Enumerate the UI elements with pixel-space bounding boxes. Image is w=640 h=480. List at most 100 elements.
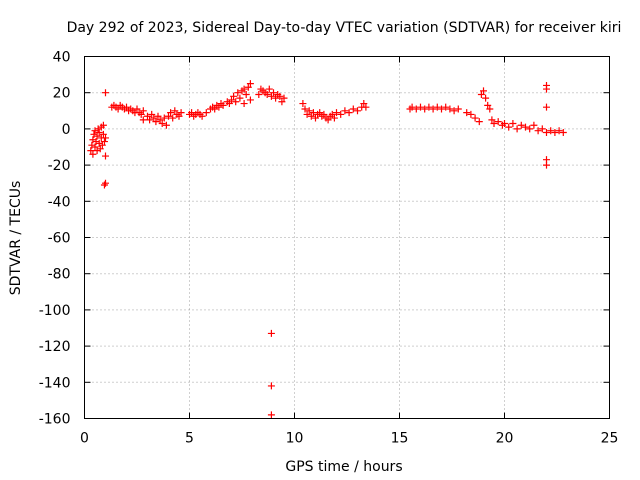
- data-point: [156, 116, 164, 124]
- data-point: [337, 110, 345, 118]
- data-point: [505, 123, 513, 131]
- data-point: [316, 109, 324, 117]
- data-point: [345, 109, 353, 117]
- y-tick-label: -40: [48, 194, 71, 210]
- data-point: [307, 112, 315, 120]
- data-point: [551, 129, 559, 137]
- data-point: [267, 382, 275, 390]
- data-point: [133, 105, 141, 113]
- data-point: [517, 121, 525, 129]
- data-point: [333, 109, 340, 117]
- data-point: [270, 89, 277, 97]
- data-point: [139, 116, 147, 124]
- data-point: [102, 179, 109, 187]
- data-point: [96, 145, 104, 153]
- data-point: [312, 114, 319, 122]
- data-point: [165, 112, 172, 120]
- data-point: [480, 87, 487, 95]
- data-point: [360, 100, 368, 108]
- data-point: [454, 105, 462, 113]
- data-point: [467, 110, 475, 118]
- data-point: [144, 112, 151, 120]
- data-point: [513, 125, 521, 133]
- data-point: [244, 83, 252, 91]
- data-point: [341, 107, 349, 115]
- data-point: [482, 94, 490, 102]
- data-point: [93, 132, 101, 140]
- data-point: [303, 110, 311, 118]
- data-point: [265, 85, 273, 93]
- data-point: [543, 129, 550, 137]
- data-point: [305, 107, 313, 115]
- data-point: [87, 147, 95, 155]
- tick-labels: 0 5 10 15 20 25 40 20 0 -20 -40 -60 -80 -100 -120 -140 -…: [39, 50, 619, 447]
- data-point: [477, 91, 485, 99]
- data-point: [228, 96, 235, 104]
- x-tick-label: 5: [185, 431, 194, 447]
- data-point: [188, 109, 196, 117]
- data-point: [463, 109, 471, 117]
- data-point: [154, 112, 162, 120]
- data-point: [160, 114, 168, 122]
- data-point: [349, 105, 357, 113]
- data-point: [89, 150, 97, 158]
- data-point: [225, 100, 233, 108]
- y-tick-label: -80: [48, 267, 71, 283]
- data-point: [234, 89, 242, 97]
- data-point: [99, 121, 107, 129]
- x-tick-label: 20: [496, 431, 514, 447]
- data-point: [211, 105, 219, 113]
- data-point: [102, 134, 109, 142]
- data-point: [543, 85, 550, 93]
- data-point: [102, 89, 109, 97]
- data-point: [276, 92, 284, 100]
- data-point: [486, 105, 494, 113]
- data-point: [324, 116, 332, 124]
- data-point: [123, 103, 130, 111]
- data-point: [547, 127, 555, 135]
- data-point: [417, 103, 424, 111]
- y-tick-label: -20: [48, 158, 71, 174]
- data-point: [114, 105, 122, 113]
- data-point: [433, 103, 441, 111]
- x-tick-label: 10: [286, 431, 304, 447]
- x-tick-label: 25: [601, 431, 619, 447]
- y-tick-label: 0: [62, 122, 71, 138]
- data-point: [412, 105, 420, 113]
- data-point: [471, 114, 479, 122]
- x-tick-label: 15: [391, 431, 409, 447]
- data-point: [100, 138, 108, 146]
- y-tick-label: -100: [39, 303, 71, 319]
- data-point: [555, 127, 563, 135]
- data-point: [267, 329, 275, 337]
- data-point: [301, 105, 309, 113]
- y-tick-label: -60: [48, 231, 71, 247]
- data-point: [475, 118, 483, 126]
- data-point: [320, 110, 328, 118]
- data-point: [91, 143, 99, 151]
- data-point: [202, 109, 210, 117]
- data-point: [158, 119, 166, 127]
- y-tick-label: 40: [53, 50, 71, 66]
- data-point: [526, 125, 534, 133]
- data-point: [99, 130, 107, 138]
- x-axis-label: GPS time / hours: [285, 459, 402, 475]
- data-point: [442, 103, 450, 111]
- plot-frame: [84, 56, 610, 419]
- data-point: [150, 114, 158, 122]
- data-point: [169, 114, 177, 122]
- data-point: [530, 121, 538, 129]
- data-point: [175, 112, 183, 120]
- data-point: [446, 105, 454, 113]
- data-point: [198, 112, 206, 120]
- data-point: [102, 152, 109, 160]
- data-point: [494, 118, 502, 126]
- data-point: [139, 107, 147, 115]
- data-point: [362, 103, 370, 111]
- y-tick-label: 20: [53, 86, 71, 102]
- data-point: [215, 103, 223, 111]
- data-point: [267, 92, 275, 100]
- data-point: [278, 98, 286, 106]
